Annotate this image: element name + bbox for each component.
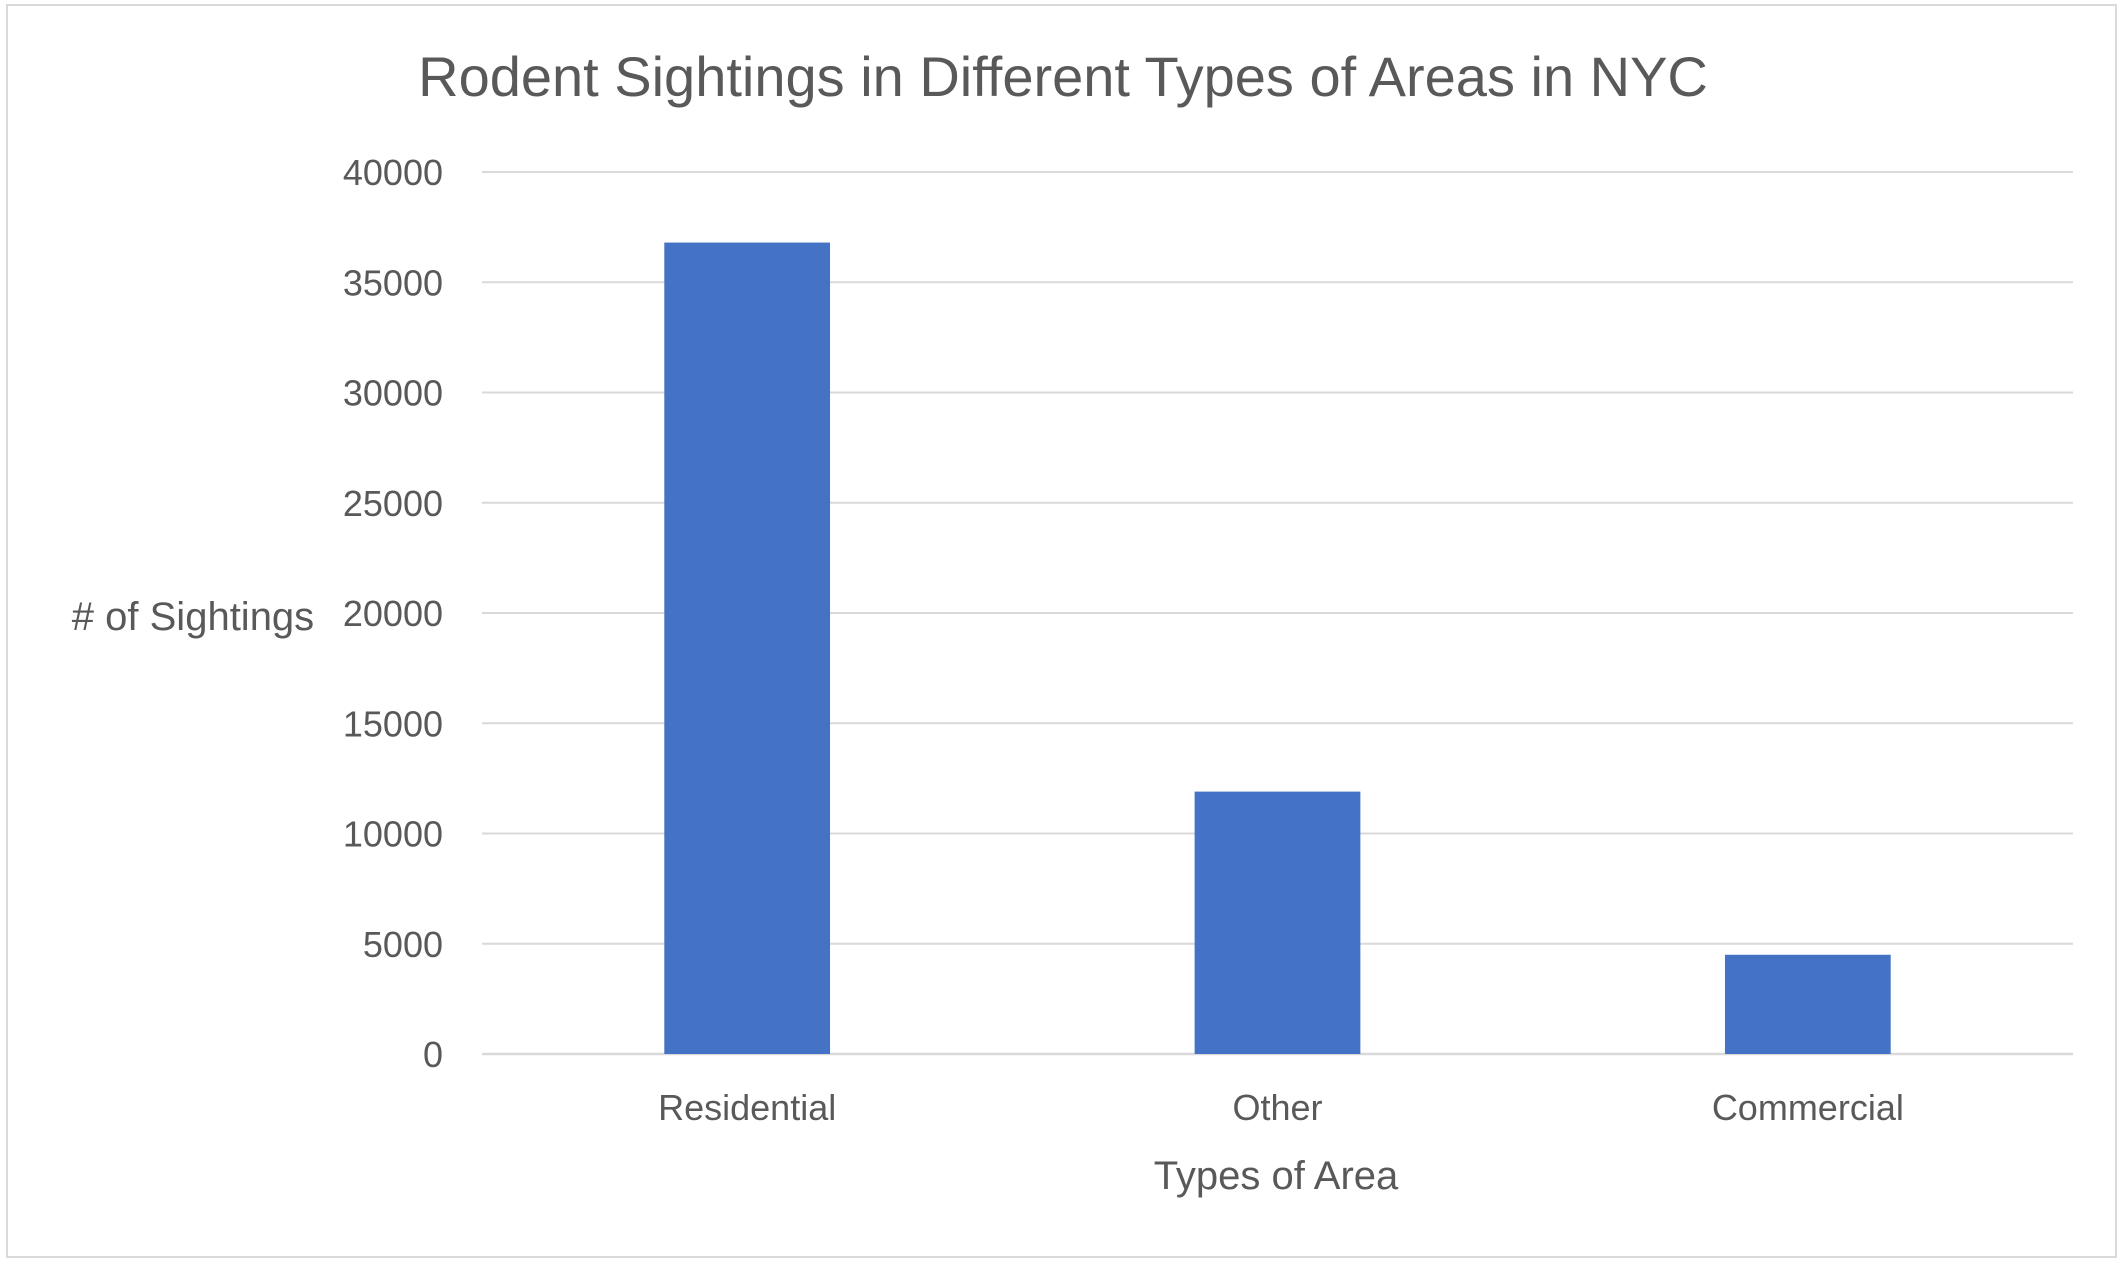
y-tick-label: 15000 <box>343 703 443 744</box>
chart-title: Rodent Sightings in Different Types of A… <box>418 45 1708 108</box>
y-tick-label: 35000 <box>343 262 443 303</box>
y-tick-label: 40000 <box>343 152 443 193</box>
x-tick-label-residential: Residential <box>658 1087 836 1128</box>
y-tick-labels: 0 5000 10000 15000 20000 25000 30000 35000 40000 <box>343 152 443 1075</box>
x-tick-labels: Residential Other Commercial <box>658 1087 1904 1128</box>
y-axis-title: # of Sightings <box>72 595 314 639</box>
y-tick-label: 25000 <box>343 483 443 524</box>
x-tick-label-other: Other <box>1232 1087 1322 1128</box>
bar-commercial <box>1724 954 1891 1054</box>
y-tick-label: 20000 <box>343 593 443 634</box>
x-tick-label-commercial: Commercial <box>1712 1087 1904 1128</box>
y-tick-label: 30000 <box>343 373 443 414</box>
bars <box>664 242 1891 1054</box>
bar-other <box>1194 791 1361 1054</box>
y-tick-label: 10000 <box>343 814 443 855</box>
y-tick-label: 5000 <box>363 924 443 965</box>
x-axis-title: Types of Area <box>1154 1154 1399 1198</box>
bar-residential <box>664 242 831 1054</box>
y-tick-label: 0 <box>423 1034 443 1075</box>
